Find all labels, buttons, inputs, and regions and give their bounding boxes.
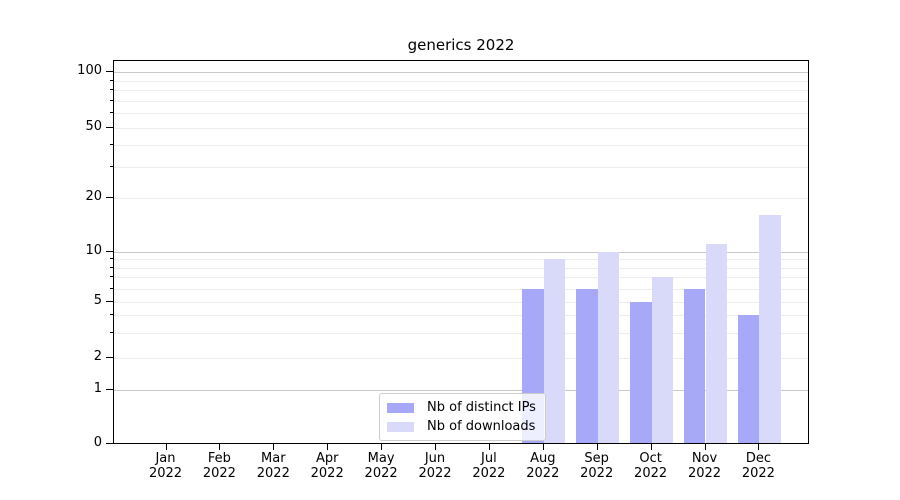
bar-distinct-ips [630,301,652,444]
x-tick-label: Oct 2022 [634,451,668,481]
bars-layer [114,61,808,444]
major-gridline [114,251,808,253]
x-tick-mark [758,444,760,450]
major-gridline [114,390,808,392]
x-tick-mark [650,444,652,450]
x-tick-mark [327,444,329,450]
y-tick-mark [106,250,113,252]
y-minor-tick-mark [110,112,113,114]
minor-gridline [114,198,808,199]
x-tick-label: Feb 2022 [202,451,236,481]
minor-gridline [114,267,808,269]
y-minor-tick-mark [110,258,113,260]
x-tick-mark [704,444,706,450]
minor-gridline [114,357,808,359]
y-minor-tick-mark [110,144,113,146]
minor-gridline [114,332,808,334]
y-minor-tick-mark [110,287,113,289]
y-tick-label: 50 [85,119,102,134]
legend-label: Nb of downloads [427,419,536,434]
gridlines-layer [114,61,808,443]
legend-swatch-icon [387,402,414,413]
y-minor-tick-mark [110,276,113,278]
y-minor-tick-mark [110,331,113,333]
minor-gridline [114,167,808,169]
minor-gridline [114,90,808,92]
y-tick-label: 0 [93,435,102,451]
y-tick-mark [106,356,113,358]
minor-gridline [114,301,808,303]
major-gridline [114,72,808,73]
y-minor-tick-mark [110,266,113,268]
x-tick-label: Apr 2022 [310,451,344,481]
x-tick-label: Nov 2022 [687,451,722,481]
x-tick-mark [381,444,383,450]
y-tick-label: 20 [85,189,102,204]
bar-distinct-ips [737,315,760,444]
x-tick-label: Sep 2022 [580,451,614,481]
minor-gridline [114,100,808,102]
x-tick-mark [219,444,221,450]
y-tick-mark [106,127,113,128]
minor-gridline [114,288,808,290]
bar-distinct-ips [576,288,598,444]
plot-area: Nb of distinct IPs Nb of downloads [113,60,809,444]
y-tick-mark [106,389,113,391]
y-minor-tick-mark [110,89,113,91]
x-tick-mark [273,444,275,450]
minor-gridline [114,128,808,129]
bar-downloads [759,215,781,444]
y-tick-label: 10 [85,242,102,258]
y-minor-tick-mark [110,79,113,81]
y-tick-label: 5 [93,292,102,308]
legend: Nb of distinct IPs Nb of downloads [379,393,546,441]
y-tick-mark [106,300,113,302]
y-minor-tick-mark [110,314,113,316]
y-tick-label: 100 [77,63,102,78]
legend-swatch-icon [387,421,414,432]
bar-downloads [543,259,566,444]
y-minor-tick-mark [110,99,113,101]
y-tick-label: 2 [93,348,102,364]
legend-item: Nb of downloads [387,417,536,436]
x-tick-mark [488,444,490,450]
x-tick-mark [435,444,436,450]
x-tick-label: Mar 2022 [256,451,290,481]
minor-gridline [114,113,808,115]
y-tick-label: 1 [93,381,102,397]
minor-gridline [114,145,808,147]
x-tick-mark [542,444,544,450]
bar-downloads [651,277,674,444]
y-tick-mark [106,71,113,72]
x-tick-label: Jun 2022 [418,451,452,481]
x-tick-mark [165,444,167,450]
minor-gridline [114,259,808,261]
x-tick-label: Dec 2022 [741,451,775,481]
minor-gridline [114,315,808,317]
minor-gridline [114,80,808,82]
y-tick-mark [106,443,113,445]
x-tick-mark [596,444,598,450]
x-tick-label: Aug 2022 [526,451,560,481]
bar-downloads [705,244,728,444]
minor-gridline [114,277,808,279]
bar-downloads [597,251,620,444]
x-tick-label: May 2022 [364,451,398,481]
y-minor-tick-mark [110,166,113,168]
chart-title: generics 2022 [407,36,515,54]
legend-item: Nb of distinct IPs [387,398,536,417]
y-tick-mark [106,197,113,198]
bar-distinct-ips [683,288,706,444]
x-tick-label: Jan 2022 [148,451,183,481]
x-tick-label: Jul 2022 [472,451,506,481]
legend-label: Nb of distinct IPs [427,400,536,415]
